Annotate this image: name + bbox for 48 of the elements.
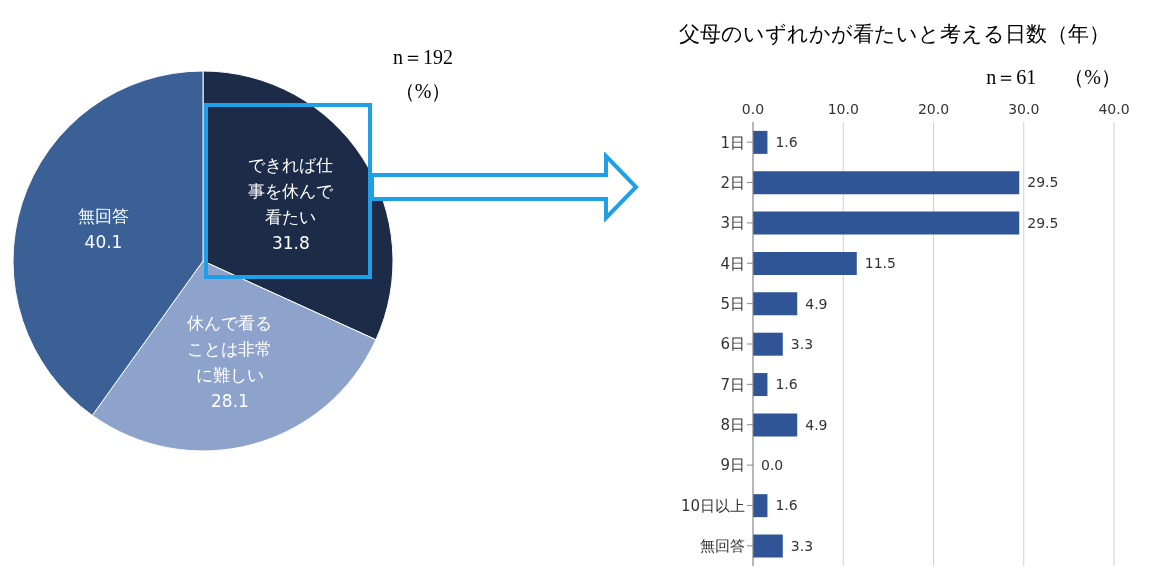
y-tick-label: 無回答 <box>700 537 745 556</box>
slice-label: 休んで看ることは非常に難しい <box>187 312 273 385</box>
bar <box>753 211 1020 235</box>
y-tick-label: 6日 <box>720 335 745 354</box>
y-tick-label: 3日 <box>720 214 745 233</box>
data-label: 1.6 <box>775 134 798 151</box>
data-label: 1.6 <box>775 497 798 514</box>
text: （%） <box>1064 65 1121 90</box>
data-label: 4.9 <box>805 295 828 312</box>
x-tick-label: 40.0 <box>1098 101 1130 117</box>
y-tick-label: 9日 <box>720 456 745 475</box>
data-label: 0.0 <box>761 456 784 473</box>
slice-label: 無回答 <box>78 205 130 226</box>
x-tick-label: 0.0 <box>741 101 765 117</box>
data-label: 29.5 <box>1027 174 1059 191</box>
bar <box>753 130 768 154</box>
y-tick-label: 2日 <box>720 173 745 192</box>
bar <box>753 413 798 437</box>
data-label: 3.3 <box>790 335 814 352</box>
data-label: 28.1 <box>211 390 249 411</box>
data-label: 11.5 <box>864 255 896 272</box>
bar <box>753 251 857 275</box>
bar <box>753 534 783 558</box>
y-tick-label: 7日 <box>720 375 745 394</box>
x-tick-label: 10.0 <box>827 101 859 117</box>
chart-title: 父母のいずれかが看たいと考える日数（年） <box>678 21 1111 48</box>
data-label: 29.5 <box>1027 214 1059 231</box>
bar <box>753 171 1020 195</box>
data-label: 40.1 <box>84 231 123 252</box>
data-label: 31.8 <box>271 233 310 254</box>
bar <box>753 292 798 316</box>
x-tick-label: 20.0 <box>917 101 950 117</box>
text: （%） <box>393 79 453 104</box>
slice-label: できれば仕事を休んで看たい <box>248 155 335 228</box>
y-tick-label: 5日 <box>720 294 745 313</box>
data-label: 4.9 <box>805 416 828 433</box>
bar <box>753 373 768 397</box>
bar <box>753 332 783 356</box>
x-tick-label: 30.0 <box>1008 101 1040 117</box>
y-tick-label: 1日 <box>720 133 745 152</box>
data-label: 1.6 <box>775 376 798 393</box>
text: n＝192 <box>392 45 454 70</box>
data-label: 3.3 <box>790 537 814 554</box>
text: n＝61 <box>986 65 1037 90</box>
y-tick-label: 8日 <box>720 416 745 435</box>
bar <box>753 494 768 518</box>
y-tick-label: 10日以上 <box>680 496 745 515</box>
y-tick-label: 4日 <box>720 254 745 273</box>
